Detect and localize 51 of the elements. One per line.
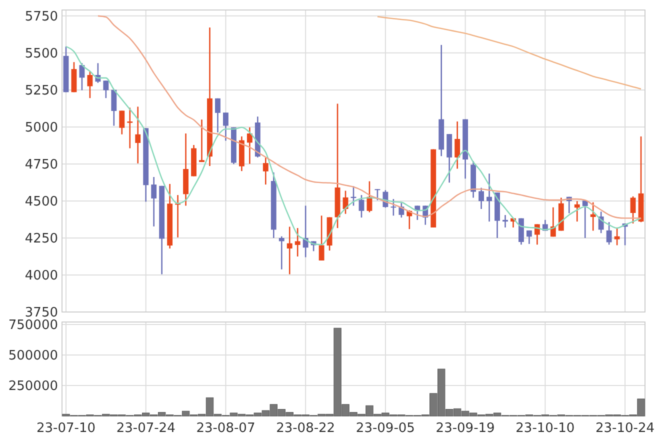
- candlestick: [151, 176, 157, 228]
- candlestick: [135, 106, 141, 164]
- y-tick-label: 4750: [24, 158, 58, 173]
- candlestick: [199, 118, 204, 163]
- candlestick: [278, 236, 284, 270]
- candlestick: [286, 226, 292, 275]
- candlestick: [374, 188, 380, 201]
- candlestick: [454, 120, 460, 170]
- x-tick-label: 23-10-10: [516, 421, 575, 436]
- candlestick: [87, 70, 93, 99]
- y-tick-label: 4250: [24, 232, 58, 247]
- x-tick-label: 23-08-07: [196, 421, 256, 436]
- y-tick-label: 4500: [24, 194, 58, 210]
- y-tick-label: 5750: [24, 9, 58, 24]
- y-tick-label: 5500: [24, 46, 58, 62]
- candlestick: [606, 221, 612, 246]
- x-tick-label: 23-09-19: [436, 421, 495, 436]
- candlestick: [446, 133, 452, 184]
- candlestick: [103, 80, 109, 99]
- candlestick: [358, 194, 364, 218]
- candlestick: [246, 126, 252, 164]
- x-tick-label: 23-07-24: [116, 421, 176, 436]
- candlestick: [318, 214, 324, 262]
- candlestick: [614, 226, 620, 246]
- x-tick-label: 23-10-24: [596, 421, 655, 436]
- candlestick: [223, 112, 228, 142]
- x-tick-label: 23-07-10: [36, 421, 96, 436]
- candlestick: [390, 198, 396, 216]
- candlestick: [215, 98, 220, 134]
- candlestick: [478, 187, 484, 210]
- candlestick: [486, 172, 492, 222]
- y-tick-label: 250000: [8, 379, 58, 394]
- candlestick: [71, 61, 77, 93]
- candlestick: [574, 200, 580, 222]
- x-tick-label: 23-09-05: [356, 421, 415, 436]
- y-tick-label: 5250: [24, 83, 58, 98]
- candlestick: [526, 230, 532, 245]
- x-tick-label: 23-08-22: [276, 421, 336, 436]
- line-series: [376, 16, 642, 90]
- y-tick-label: 4000: [24, 268, 58, 284]
- candlestick: [111, 89, 117, 126]
- candlestick: [582, 200, 588, 239]
- candlestick: [630, 196, 636, 224]
- candlestick: [262, 157, 268, 186]
- candlestick: [502, 214, 508, 228]
- candlestick: [119, 110, 125, 136]
- y-tick-label: 5000: [24, 120, 58, 136]
- y-tick-label: 500000: [8, 348, 58, 364]
- candlestick: [590, 202, 596, 232]
- candlestick: [294, 227, 300, 258]
- candlestick: [127, 107, 133, 149]
